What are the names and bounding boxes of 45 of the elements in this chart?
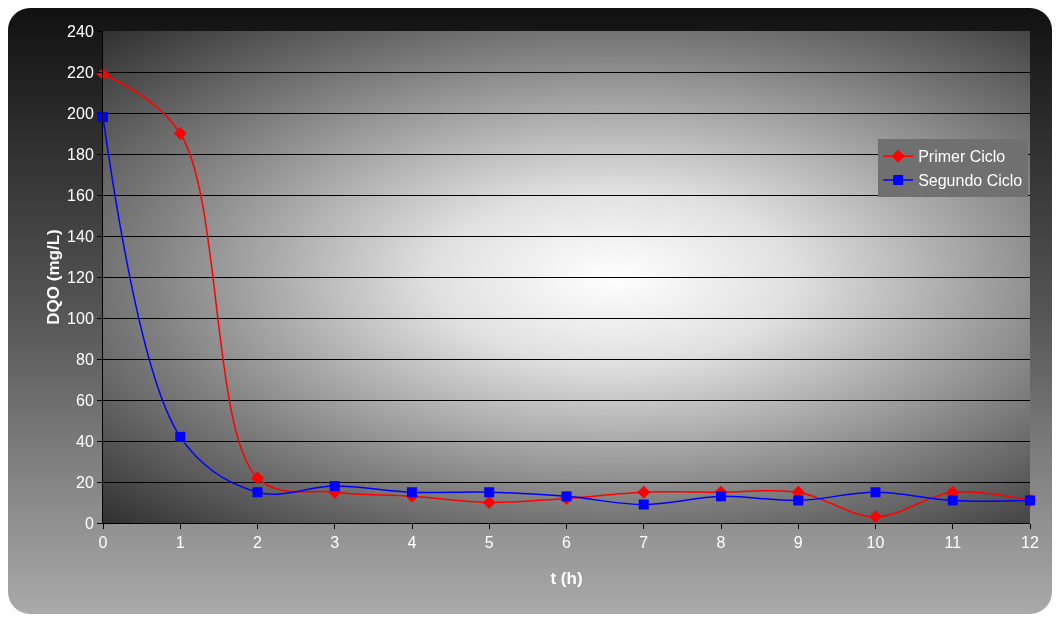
y-tick-label: 100 xyxy=(67,309,94,327)
x-tick-label: 5 xyxy=(484,534,494,552)
y-tick-label: 120 xyxy=(67,268,94,286)
point xyxy=(329,481,340,492)
x-tick-label: 11 xyxy=(944,534,962,552)
y-tick-label: 0 xyxy=(84,514,94,532)
point xyxy=(793,495,804,506)
y-tick-label: 220 xyxy=(67,63,94,81)
point xyxy=(870,487,881,498)
x-tick-label: 4 xyxy=(407,534,417,552)
x-tick-label: 10 xyxy=(866,534,885,552)
legend-label: Segundo Ciclo xyxy=(918,172,1023,190)
x-tick-label: 12 xyxy=(1021,534,1039,552)
point xyxy=(252,487,263,498)
x-tick-label: 7 xyxy=(639,534,649,552)
x-axis-title: t (h) xyxy=(550,569,583,588)
x-tick-label: 2 xyxy=(253,534,263,552)
point xyxy=(173,127,187,140)
x-tick-label: 1 xyxy=(175,534,185,552)
y-tick-label: 140 xyxy=(67,227,94,245)
y-tick-label: 20 xyxy=(76,473,94,491)
y-tick-label: 80 xyxy=(76,350,94,368)
legend-label: Primer Ciclo xyxy=(918,148,1006,166)
x-tick-label: 9 xyxy=(793,534,803,552)
x-tick-label: 8 xyxy=(716,534,726,552)
point xyxy=(947,495,958,506)
x-tick-label: 6 xyxy=(562,534,572,552)
point xyxy=(251,471,264,485)
x-tick-label: 3 xyxy=(330,534,340,552)
y-tick-label: 160 xyxy=(67,186,94,204)
point xyxy=(482,496,496,509)
point xyxy=(175,431,186,442)
y-tick-label: 240 xyxy=(67,22,94,40)
y-tick-label: 60 xyxy=(76,391,94,409)
point xyxy=(407,487,417,498)
point xyxy=(638,499,649,510)
y-tick-label: 40 xyxy=(76,432,94,450)
y-axis-title: DQO (mg/L) xyxy=(44,229,63,325)
y-tick-label: 200 xyxy=(67,104,94,122)
point xyxy=(716,491,726,502)
point xyxy=(484,487,495,498)
point xyxy=(637,485,651,499)
y-tick-label: 180 xyxy=(67,145,94,163)
x-tick-label: 0 xyxy=(98,534,108,552)
point xyxy=(869,510,882,524)
